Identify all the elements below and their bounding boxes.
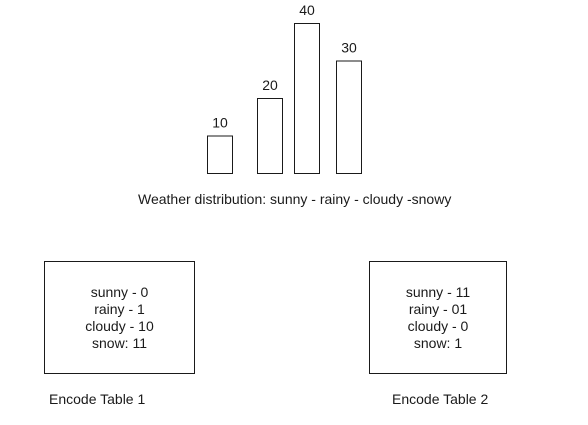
encode-table-2-line-sunny: sunny - 11 [405, 283, 471, 300]
encode-table-1-line-rainy: rainy - 1 [94, 300, 145, 317]
encode-table-2-box: sunny - 11 rainy - 01 cloudy - 0 snow: 1 [369, 261, 507, 374]
bar-value-label-rainy: 20 [262, 77, 278, 93]
encode-table-1-box: sunny - 0 rainy - 1 cloudy - 10 snow: 11 [44, 261, 195, 374]
encode-table-1-line-snow: snow: 11 [92, 334, 147, 351]
bar-snowy [336, 60, 362, 174]
encode-table-2-label: Encode Table 2 [392, 391, 489, 407]
encode-table-2-line-cloudy: cloudy - 0 [407, 317, 469, 334]
encode-table-2-line-snow: snow: 1 [413, 334, 463, 351]
chart-caption: Weather distribution: sunny - rainy - cl… [138, 191, 452, 207]
bar-value-label-cloudy: 40 [299, 2, 315, 18]
bar-rainy [257, 98, 283, 174]
weather-bar-chart: 10 20 40 30 [207, 2, 362, 174]
encode-table-1-line-sunny: sunny - 0 [90, 283, 149, 300]
encode-table-1-line-cloudy: cloudy - 10 [85, 317, 154, 334]
encode-table-2-line-rainy: rainy - 01 [408, 300, 468, 317]
bar-sunny [207, 135, 233, 174]
bar-value-label-sunny: 10 [212, 115, 228, 131]
encode-table-1-label: Encode Table 1 [49, 391, 146, 407]
bar-cloudy [294, 23, 320, 174]
bar-value-label-snowy: 30 [341, 40, 357, 56]
